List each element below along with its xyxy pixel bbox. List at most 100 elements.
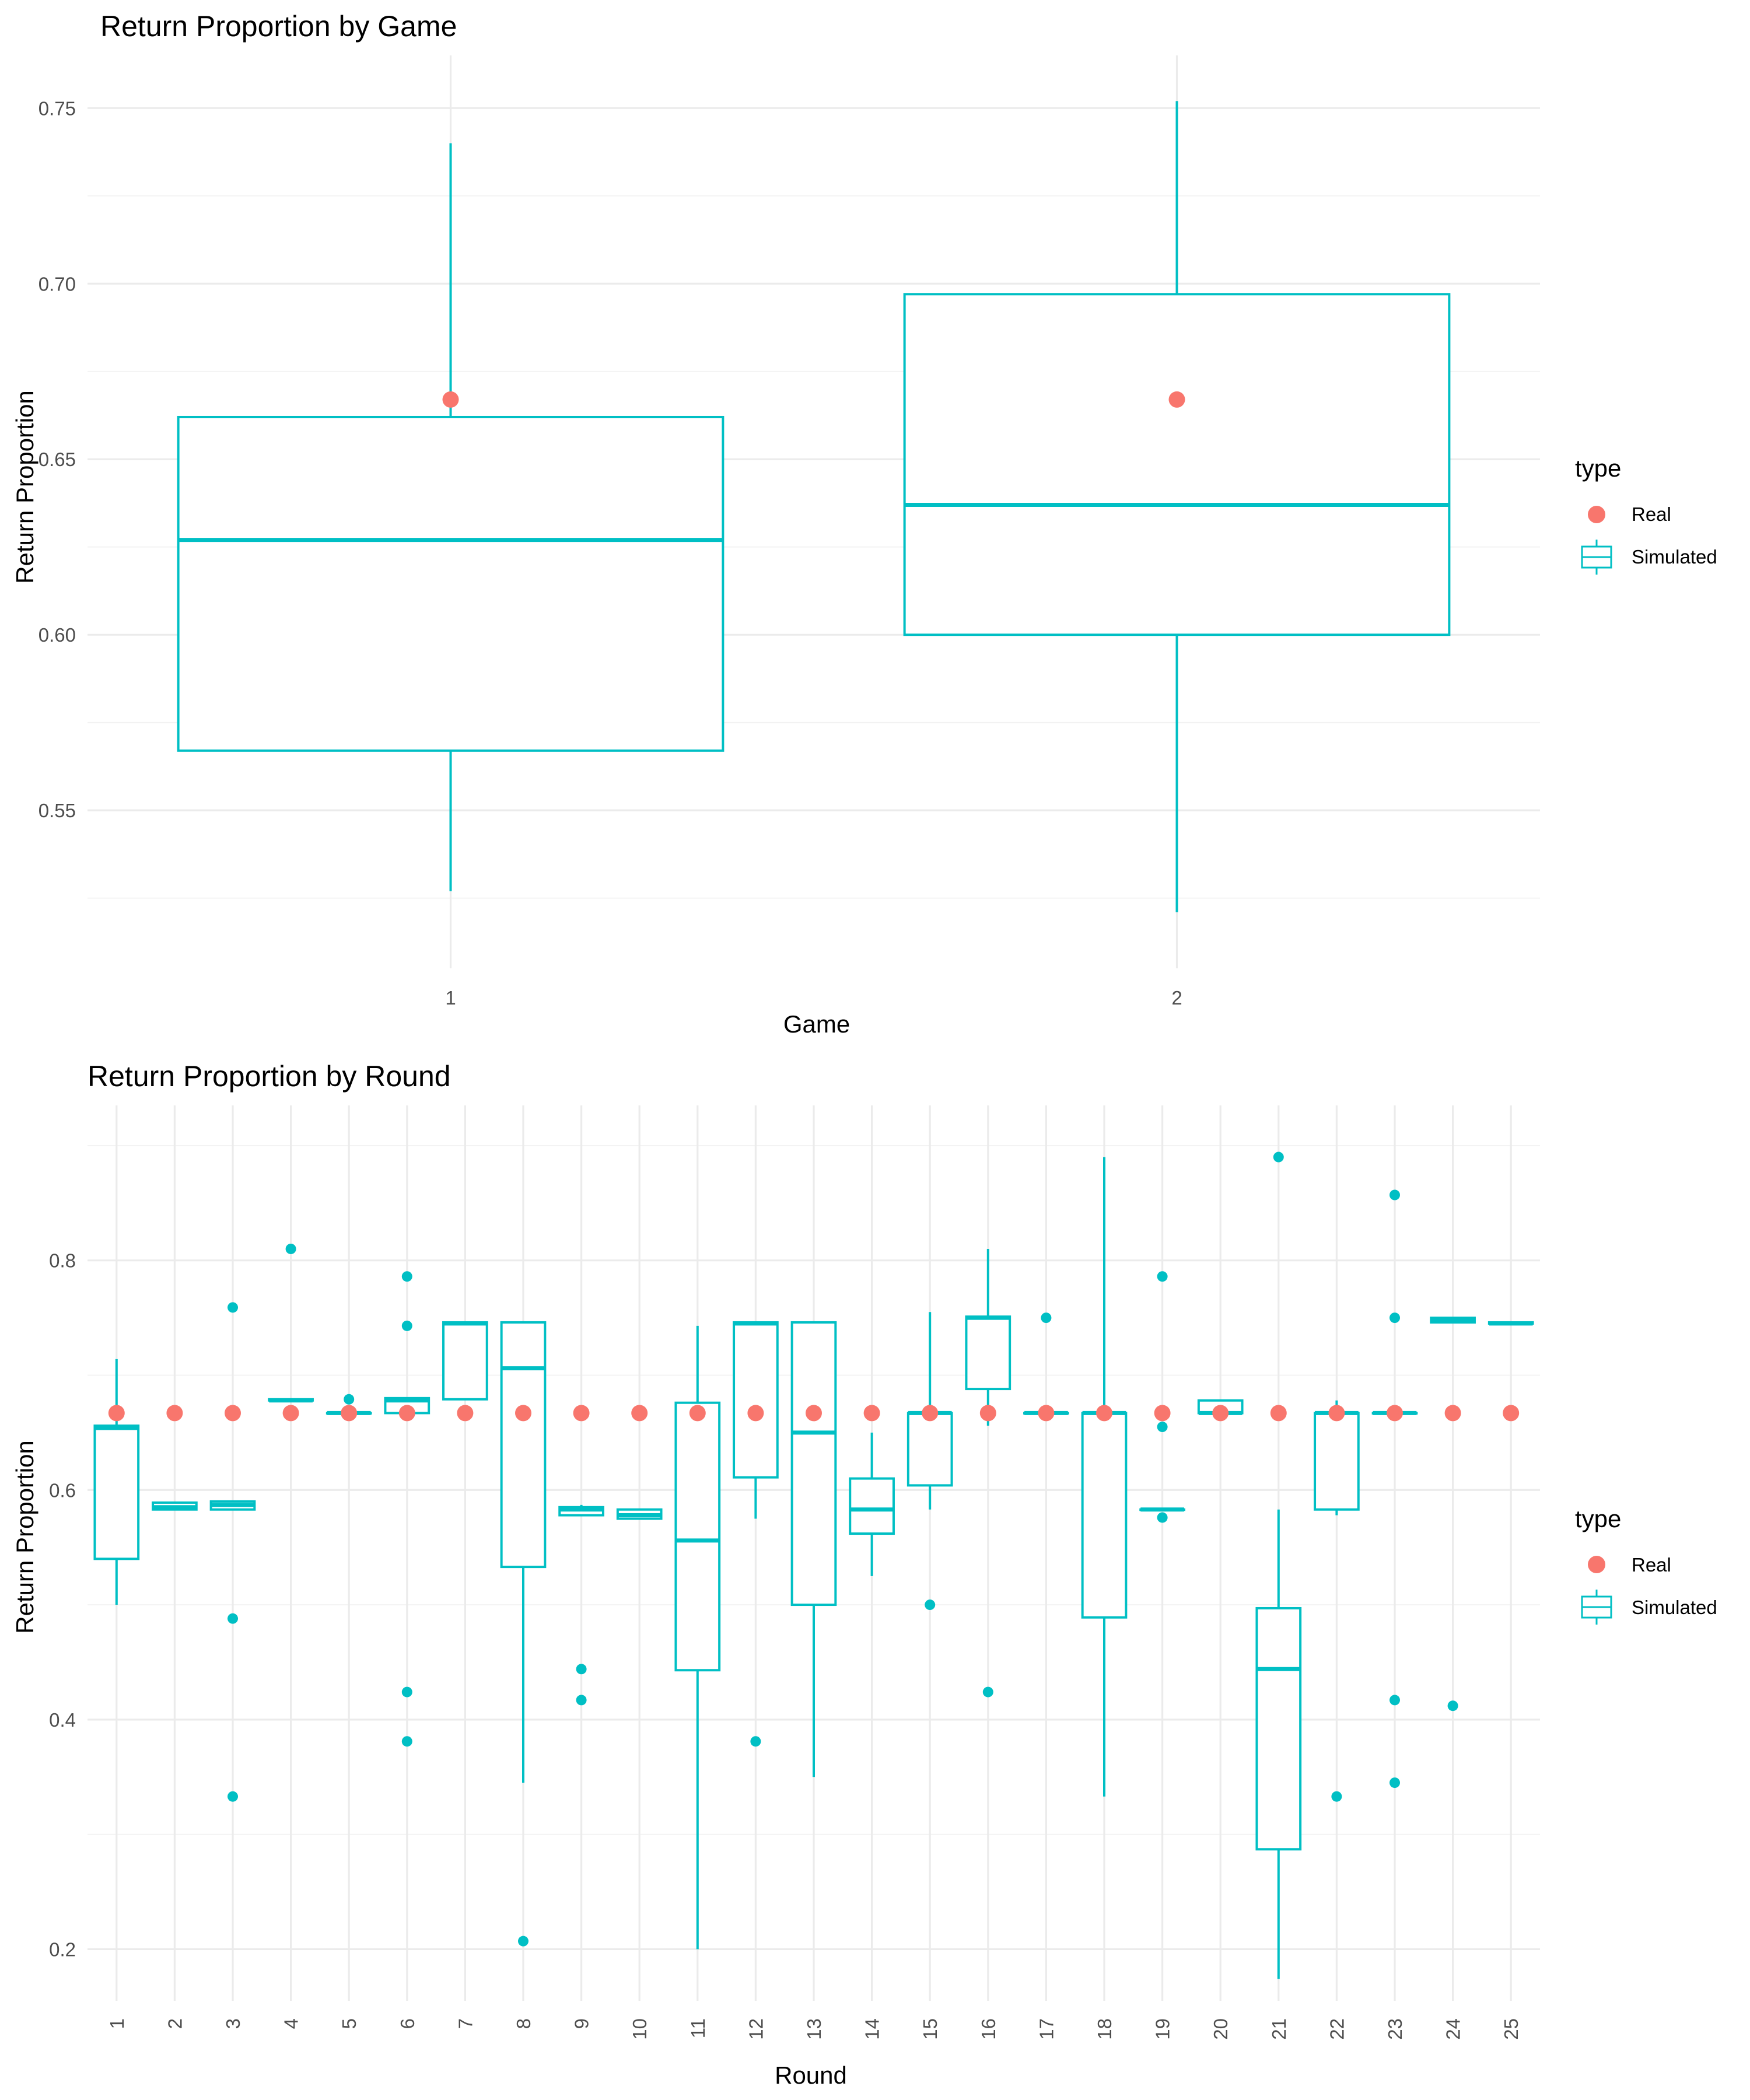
boxplot-round-16 xyxy=(965,1248,1012,1698)
real-point xyxy=(1270,1405,1287,1422)
box-iqr xyxy=(1255,1606,1302,1851)
boxplot-round-25 xyxy=(1488,1321,1534,1326)
x-tick-label: 24 xyxy=(1443,2018,1464,2040)
x-tick-label: 14 xyxy=(862,2018,883,2040)
box-iqr xyxy=(442,1321,488,1401)
box-iqr xyxy=(674,1401,721,1672)
boxplot-round-12 xyxy=(733,1321,779,1747)
outlier-point xyxy=(344,1394,355,1405)
real-point xyxy=(747,1405,764,1422)
chart-1-legend-title: type xyxy=(1575,454,1621,482)
x-tick-label: 25 xyxy=(1500,2018,1522,2040)
boxplot-round-2 xyxy=(152,1501,198,1511)
y-tick-label: 0.60 xyxy=(38,624,76,646)
outlier-point xyxy=(1390,1189,1400,1200)
outlier-point xyxy=(1273,1152,1284,1163)
outlier-point xyxy=(285,1243,296,1254)
boxplot-round-6 xyxy=(384,1271,430,1747)
chart-1-legend-label-simulated: Simulated xyxy=(1632,546,1717,568)
real-point xyxy=(515,1405,531,1422)
outlier-point xyxy=(1157,1422,1168,1433)
y-tick-label: 0.2 xyxy=(49,1938,76,1960)
real-point xyxy=(573,1405,590,1422)
x-tick-label: 1 xyxy=(445,987,456,1009)
x-tick-label: 4 xyxy=(281,2018,302,2029)
outlier-point xyxy=(982,1686,993,1698)
real-point xyxy=(341,1405,358,1422)
x-tick-label: 19 xyxy=(1152,2018,1174,2040)
outlier-point xyxy=(1390,1695,1400,1706)
box-iqr xyxy=(849,1477,895,1535)
chart-1-x-axis-title: Game xyxy=(783,1010,850,1038)
boxplot-round-7 xyxy=(442,1321,488,1401)
boxplot-round-3 xyxy=(209,1302,256,1802)
real-point xyxy=(1503,1405,1520,1422)
real-point xyxy=(282,1405,299,1422)
y-tick-label: 0.4 xyxy=(49,1709,76,1731)
x-tick-label: 10 xyxy=(629,2018,650,2040)
box-iqr xyxy=(93,1424,140,1560)
real-point xyxy=(398,1405,415,1422)
boxplot-round-2 xyxy=(903,101,1451,912)
real-point xyxy=(1328,1405,1345,1422)
boxplot-round-1 xyxy=(177,143,724,891)
boxplot-round-8 xyxy=(500,1321,547,1947)
x-tick-label: 6 xyxy=(397,2018,418,2029)
real-point xyxy=(806,1405,822,1422)
chart-2-legend-title: type xyxy=(1575,1505,1621,1532)
x-tick-label: 23 xyxy=(1384,2018,1406,2040)
real-point xyxy=(1212,1405,1229,1422)
chart-2-y-axis-title: Return Proportion xyxy=(11,1440,38,1634)
box-iqr xyxy=(965,1315,1012,1391)
real-point xyxy=(631,1405,648,1422)
chart-1-legend-label-real: Real xyxy=(1632,503,1671,525)
x-tick-label: 2 xyxy=(164,2018,186,2029)
boxplot-round-18 xyxy=(1081,1157,1128,1797)
legend-key-simulated xyxy=(1581,1590,1612,1625)
y-tick-label: 0.75 xyxy=(38,97,76,119)
real-point xyxy=(1444,1405,1461,1422)
outlier-point xyxy=(925,1600,936,1611)
chart-1-y-axis-title: Return Proportion xyxy=(11,390,38,584)
outlier-point xyxy=(576,1664,587,1675)
boxplot-round-4 xyxy=(268,1243,314,1403)
outlier-point xyxy=(401,1320,412,1331)
outlier-point xyxy=(228,1791,238,1802)
real-point xyxy=(1387,1405,1403,1422)
outlier-point xyxy=(1390,1777,1400,1788)
outlier-point xyxy=(1157,1512,1168,1523)
outlier-point xyxy=(1390,1312,1400,1324)
x-tick-label: 7 xyxy=(454,2018,476,2029)
x-tick-label: 13 xyxy=(803,2018,825,2040)
real-point xyxy=(1168,391,1185,408)
outlier-point xyxy=(518,1936,528,1947)
x-tick-label: 5 xyxy=(338,2018,360,2029)
box-iqr xyxy=(733,1321,779,1479)
outlier-point xyxy=(750,1736,761,1747)
boxplot-round-1 xyxy=(93,1359,140,1605)
boxplot-round-14 xyxy=(849,1432,895,1576)
outlier-point xyxy=(1331,1791,1342,1802)
outlier-point xyxy=(228,1302,238,1313)
x-tick-label: 1 xyxy=(106,2018,128,2029)
x-tick-label: 20 xyxy=(1210,2018,1231,2040)
boxplot-round-11 xyxy=(674,1325,721,1950)
box-iqr xyxy=(1081,1412,1128,1619)
boxplot-round-21 xyxy=(1255,1152,1302,1979)
chart-2-x-axis-title: Round xyxy=(775,2062,847,2089)
outlier-point xyxy=(1157,1271,1168,1282)
x-tick-label: 2 xyxy=(1171,987,1182,1009)
box-iqr xyxy=(1314,1412,1360,1511)
boxplot-round-13 xyxy=(790,1321,837,1777)
chart-2-title: Return Proportion by Round xyxy=(88,1060,451,1093)
outlier-point xyxy=(1447,1700,1458,1712)
y-tick-label: 0.6 xyxy=(49,1479,76,1501)
real-point xyxy=(689,1405,706,1422)
real-point xyxy=(1096,1405,1112,1422)
legend-key-real xyxy=(1588,1556,1605,1573)
x-tick-label: 12 xyxy=(745,2018,766,2040)
y-tick-label: 0.70 xyxy=(38,273,76,295)
box-iqr xyxy=(903,293,1451,636)
boxplot-round-22 xyxy=(1314,1400,1360,1802)
